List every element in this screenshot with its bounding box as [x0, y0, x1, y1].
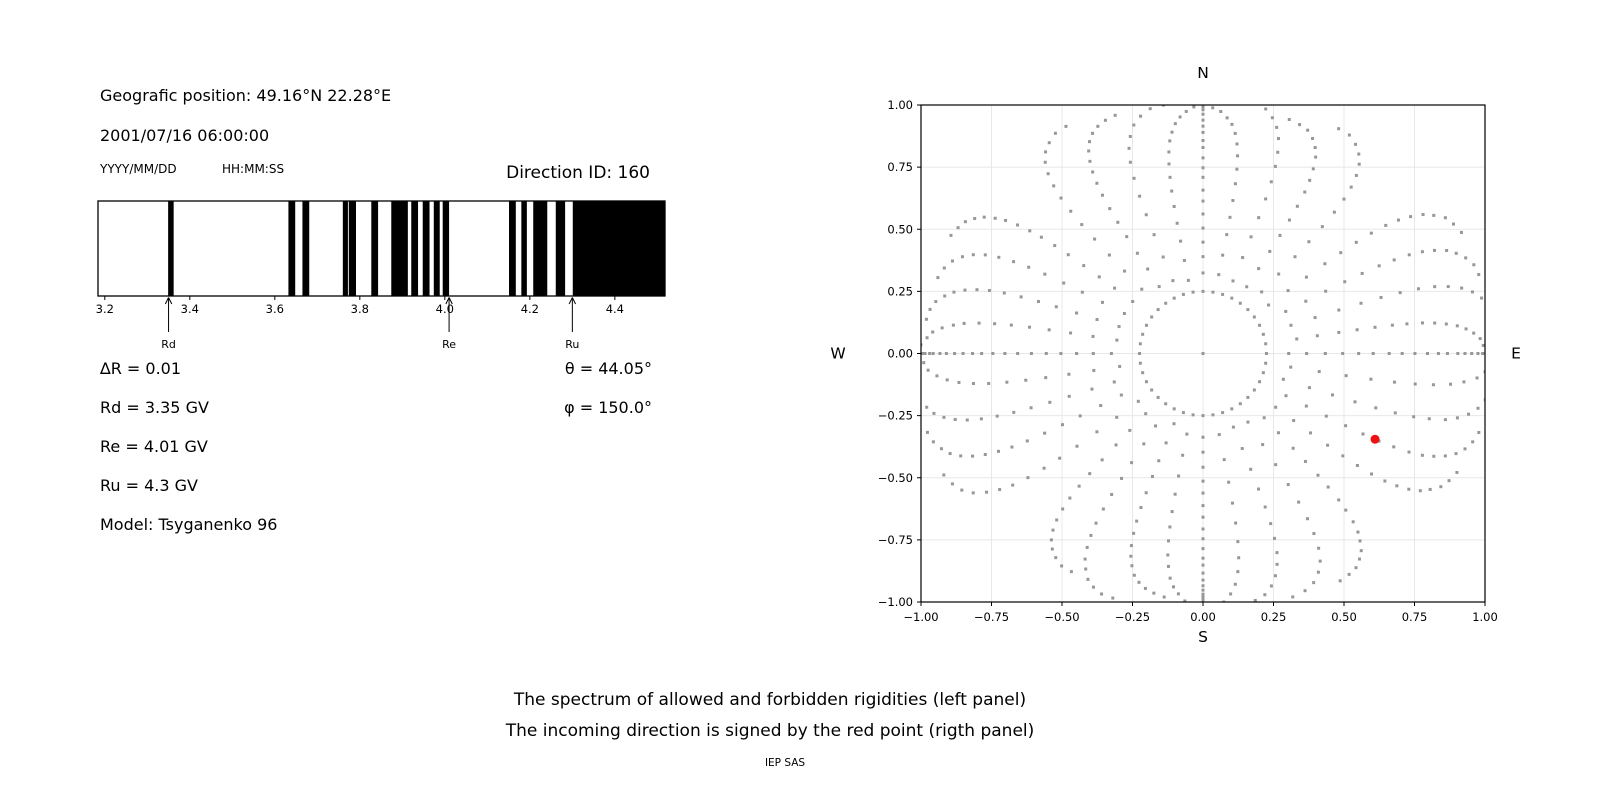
- forbidden-band: [433, 201, 440, 296]
- asymptotic-direction-dots: [921, 105, 1485, 602]
- compass-north-label: N: [1197, 64, 1209, 82]
- re-value: Re = 4.01 GV: [100, 437, 208, 456]
- spectrum-axes-box: [97, 200, 666, 297]
- x-tick-label: 0.00: [1190, 610, 1216, 624]
- geographic-position-label: Geografic position: 49.16°N 22.28°E: [100, 86, 392, 105]
- y-tick-label: −1.00: [878, 595, 913, 609]
- x-tick-label: 4.4: [606, 302, 624, 316]
- caption-line-1: The spectrum of allowed and forbidden ri…: [513, 690, 1027, 710]
- y-tick-label: 0.25: [887, 284, 913, 298]
- red-point: [1370, 434, 1380, 444]
- ru-value: Ru = 4.3 GV: [100, 476, 198, 495]
- rd-value: Rd = 3.35 GV: [100, 398, 209, 417]
- forbidden-band: [521, 201, 527, 296]
- forbidden-band: [168, 201, 174, 296]
- x-tick-label: 1.00: [1472, 610, 1498, 624]
- forbidden-band: [442, 201, 450, 296]
- marker-label: Rd: [161, 338, 176, 351]
- x-tick-label: 4.0: [436, 302, 454, 316]
- marker-arrow-head: [445, 297, 453, 305]
- rigidity-spectrum-chart: 3.2 3.4 3.6 3.8 4.0 4.2 4.4 Rd Re Ru: [96, 200, 666, 351]
- forbidden-band: [411, 201, 419, 296]
- x-tick-label: 0.75: [1402, 610, 1428, 624]
- credit-label: IEP SAS: [764, 757, 806, 769]
- caption-line-2: The incoming direction is signed by the …: [505, 721, 1035, 741]
- datetime-label: 2001/07/16 06:00:00: [100, 126, 270, 145]
- x-tick-label: −1.00: [903, 610, 938, 624]
- direction-id-label: Direction ID: 160: [506, 163, 650, 183]
- time-format-hint: HH:MM:SS: [222, 162, 285, 176]
- forbidden-band: [509, 201, 516, 296]
- y-tick-label: 1.00: [887, 98, 913, 112]
- forbidden-band: [391, 201, 408, 296]
- marker-ru: Ru: [565, 297, 579, 351]
- forbidden-band: [288, 201, 296, 296]
- x-tick-label: 4.2: [521, 302, 539, 316]
- forbidden-band: [572, 201, 665, 296]
- compass-east-label: E: [1511, 345, 1521, 363]
- x-tick-label: −0.25: [1115, 610, 1150, 624]
- y-tick-label: 0.75: [887, 160, 913, 174]
- marker-arrow-head: [164, 297, 173, 305]
- date-format-hint: YYYY/MM/DD: [100, 162, 177, 176]
- y-tick-label: −0.75: [878, 533, 913, 547]
- model-label: Model: Tsyganenko 96: [100, 515, 278, 534]
- compass-west-label: W: [830, 345, 845, 363]
- delta-r-value: ∆R = 0.01: [100, 359, 182, 378]
- y-tick-label: −0.25: [878, 409, 913, 423]
- x-tick-label: −0.50: [1044, 610, 1079, 624]
- forbidden-band: [555, 201, 566, 296]
- marker-re: Re: [442, 297, 456, 351]
- x-tick-label: 3.8: [351, 302, 369, 316]
- direction-scatter-chart: −1.00 −0.75 −0.50 −0.25 0.00 0.25 0.50 0.75 1.00…: [830, 64, 1521, 646]
- marker-rd: Rd: [161, 297, 176, 351]
- forbidden-bands: [168, 201, 665, 296]
- x-tick-label: 0.25: [1261, 610, 1287, 624]
- x-tick-label: 3.4: [181, 302, 199, 316]
- y-tick-label: 0.50: [887, 222, 913, 236]
- compass-south-label: S: [1198, 628, 1208, 646]
- y-tick-label: 0.00: [887, 347, 913, 361]
- forbidden-band: [533, 201, 548, 296]
- forbidden-band: [342, 201, 348, 296]
- forbidden-band: [371, 201, 379, 296]
- x-tick-label: −0.75: [974, 610, 1009, 624]
- marker-label: Re: [442, 338, 456, 351]
- x-tick-label: 0.50: [1331, 610, 1357, 624]
- x-tick-label: 3.2: [96, 302, 114, 316]
- phi-value: φ = 150.0°: [564, 398, 652, 417]
- forbidden-band: [302, 201, 310, 296]
- forbidden-band: [422, 201, 430, 296]
- y-tick-label: −0.50: [878, 471, 913, 485]
- theta-value: θ = 44.05°: [564, 359, 652, 378]
- forbidden-band: [348, 201, 356, 296]
- marker-label: Ru: [565, 338, 579, 351]
- marker-arrow-head: [568, 297, 576, 305]
- x-tick-label: 3.6: [266, 302, 284, 316]
